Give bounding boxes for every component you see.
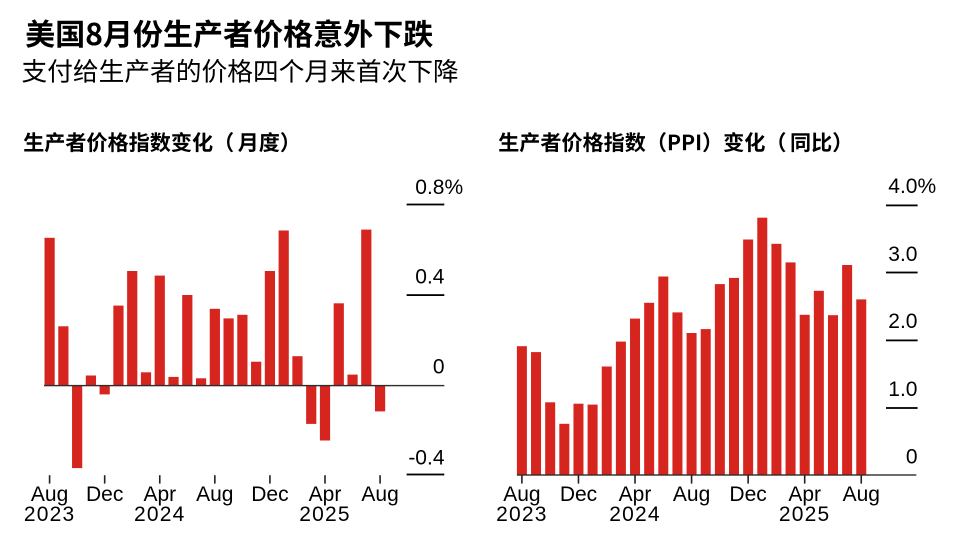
svg-text:-0.4: -0.4 (408, 447, 445, 470)
svg-text:Aug: Aug (361, 483, 398, 506)
svg-text:Aug: Aug (196, 483, 233, 506)
svg-text:Apr: Apr (309, 483, 342, 506)
svg-text:0.4: 0.4 (415, 265, 445, 288)
svg-text:Dec: Dec (86, 483, 123, 506)
svg-text:0.8: 0.8 (415, 176, 444, 199)
svg-text:%: % (918, 175, 937, 198)
svg-text:3.0: 3.0 (888, 243, 917, 266)
svg-text:Dec: Dec (729, 483, 766, 506)
svg-text:2024: 2024 (134, 503, 186, 526)
svg-text:2023: 2023 (496, 503, 548, 526)
svg-text:Apr: Apr (619, 483, 652, 506)
svg-text:Aug: Aug (673, 483, 710, 506)
svg-text:Dec: Dec (251, 483, 288, 506)
svg-text:4.0: 4.0 (888, 175, 917, 198)
svg-text:0: 0 (433, 355, 445, 378)
svg-text:Aug: Aug (31, 483, 68, 506)
svg-text:2.0: 2.0 (888, 310, 917, 333)
svg-text:2025: 2025 (779, 503, 831, 526)
svg-text:1.0: 1.0 (888, 378, 917, 401)
svg-text:Apr: Apr (143, 483, 176, 506)
svg-text:2025: 2025 (299, 503, 351, 526)
svg-text:Dec: Dec (560, 483, 597, 506)
svg-text:2023: 2023 (24, 503, 76, 526)
svg-text:2024: 2024 (609, 503, 661, 526)
svg-text:Aug: Aug (503, 483, 540, 506)
svg-text:Apr: Apr (788, 483, 821, 506)
svg-text:Aug: Aug (843, 483, 880, 506)
svg-text:%: % (445, 176, 464, 199)
svg-text:0: 0 (906, 445, 918, 468)
